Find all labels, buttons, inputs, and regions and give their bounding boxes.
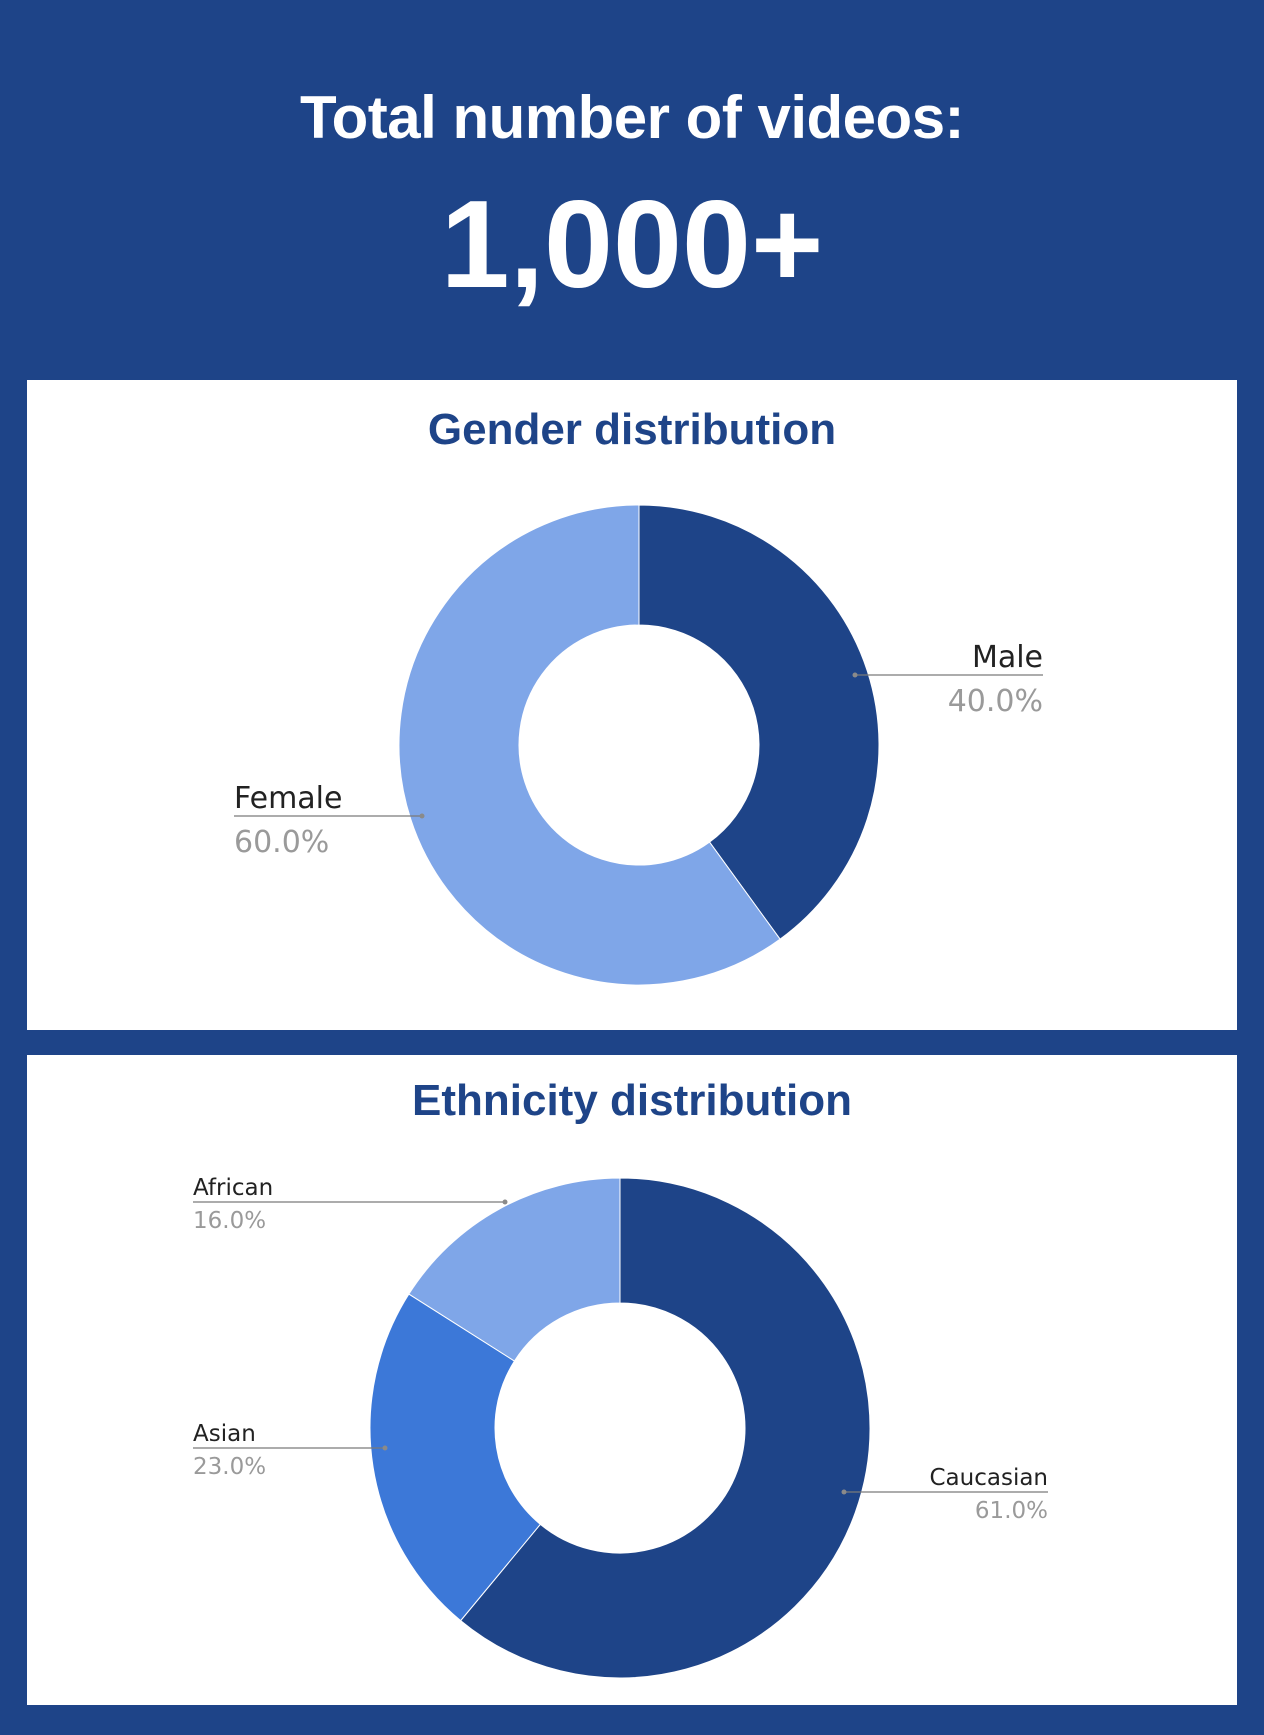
- gender-percent-female: 60.0%: [234, 825, 329, 860]
- total-videos-count: 1,000+: [440, 176, 824, 314]
- ethnicity-leader-dot-caucasian: [841, 1489, 847, 1495]
- ethnicity-slice-asian: [369, 1293, 542, 1622]
- ethnicity-slice-caucasian: [459, 1177, 871, 1679]
- gender-donut-chart: Male 40.0% Female 60.0%: [234, 504, 1043, 986]
- ethnicity-leader-dot-asian: [382, 1445, 388, 1451]
- ethnicity-chart-title: Ethnicity distribution: [412, 1076, 852, 1125]
- ethnicity-percent-african: 16.0%: [193, 1208, 266, 1234]
- ethnicity-donut-chart: Caucasian 61.0% Asian 23.0% African 16.0%: [193, 1175, 1048, 1679]
- gender-leader-dot-female: [419, 813, 425, 819]
- gender-chart-title: Gender distribution: [427, 405, 837, 454]
- ethnicity-chart-panel: Ethnicity distribution Caucasian 61.0% Asi…: [27, 1055, 1237, 1705]
- gender-label-female: Female: [234, 781, 342, 816]
- gender-percent-male: 40.0%: [948, 684, 1043, 719]
- header-title: Total number of videos:: [299, 84, 965, 151]
- header: Total number of videos: 1,000+: [0, 0, 1264, 370]
- gender-slice-female: [398, 504, 781, 986]
- gender-slice-male: [638, 504, 880, 940]
- gender-chart-panel: Gender distribution Male 40.0% Female 60.0%: [27, 380, 1237, 1030]
- ethnicity-leader-dot-african: [502, 1199, 508, 1205]
- ethnicity-percent-caucasian: 61.0%: [975, 1498, 1048, 1524]
- gender-leader-dot-male: [852, 672, 858, 678]
- ethnicity-label-african: African: [193, 1175, 273, 1201]
- ethnicity-slice-african: [408, 1177, 621, 1362]
- gender-label-male: Male: [972, 640, 1043, 675]
- ethnicity-label-caucasian: Caucasian: [929, 1465, 1048, 1491]
- ethnicity-percent-asian: 23.0%: [193, 1454, 266, 1480]
- ethnicity-label-asian: Asian: [193, 1421, 256, 1447]
